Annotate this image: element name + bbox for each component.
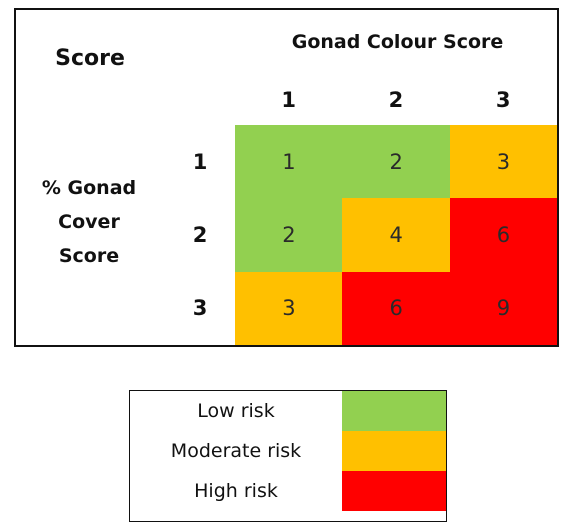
row-header: 1 <box>192 149 208 174</box>
legend-swatch <box>342 471 446 511</box>
column-header: 3 <box>495 88 511 112</box>
legend-label: High risk <box>194 480 278 502</box>
matrix-cell: 4 <box>342 198 451 273</box>
matrix-cell: 2 <box>235 198 343 273</box>
legend-swatch <box>342 391 446 431</box>
risk-matrix <box>14 8 559 347</box>
matrix-cell: 6 <box>449 198 558 273</box>
row-title: % Gonad Cover Score <box>41 177 137 267</box>
legend-label: Moderate risk <box>170 440 302 462</box>
column-title: Gonad Colour Score <box>291 31 504 53</box>
legend-label: Low risk <box>197 400 275 422</box>
legend-swatch <box>342 431 446 471</box>
legend: Low risk Moderate risk High risk <box>129 390 447 522</box>
matrix-cell: 2 <box>342 125 451 199</box>
row-header: 3 <box>192 296 208 321</box>
page: Score Gonad Colour Score % Gonad Cover S… <box>14 8 559 522</box>
column-header: 2 <box>388 88 404 112</box>
matrix-cell: 3 <box>449 125 558 199</box>
matrix-cell: 1 <box>235 125 343 199</box>
row-header: 2 <box>192 222 208 247</box>
matrix-cell: 9 <box>449 271 558 346</box>
score-title: Score <box>55 45 125 71</box>
matrix-cell: 3 <box>235 271 343 346</box>
matrix-cell: 6 <box>342 271 451 346</box>
column-header: 1 <box>281 88 296 112</box>
